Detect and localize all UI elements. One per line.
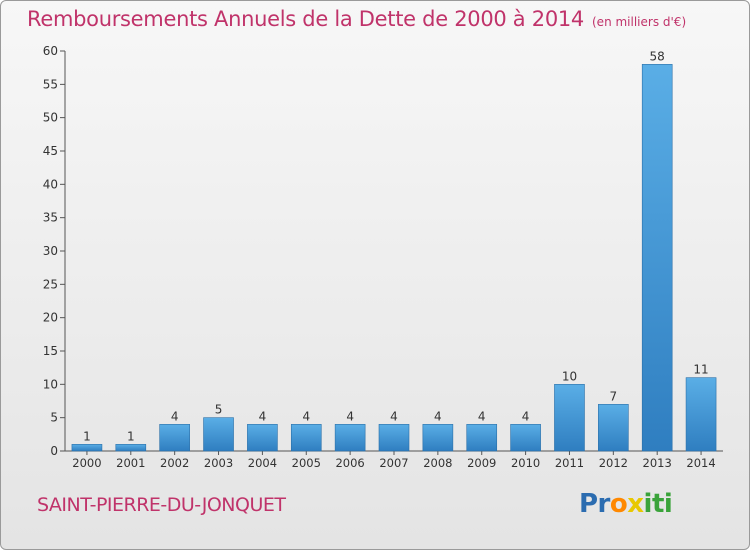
y-tick-label: 35 bbox=[43, 211, 58, 225]
data-label-2000: 1 bbox=[83, 429, 91, 443]
data-label-2006: 4 bbox=[346, 409, 354, 423]
bar-2012 bbox=[598, 404, 629, 452]
chart-unit: (en milliers d'€) bbox=[592, 15, 687, 29]
y-tick-label: 50 bbox=[43, 111, 58, 125]
x-tick-label-2005: 2005 bbox=[292, 456, 321, 470]
x-tick-label-2004: 2004 bbox=[248, 456, 277, 470]
bar-2004 bbox=[247, 424, 278, 452]
bar-2003 bbox=[203, 417, 234, 452]
bar-2005 bbox=[290, 424, 322, 452]
data-label-2001: 1 bbox=[127, 429, 135, 443]
y-tick-label: 25 bbox=[43, 277, 58, 291]
bar-2000 bbox=[71, 444, 103, 452]
x-tick-label-2000: 2000 bbox=[72, 456, 101, 470]
data-label-2010: 4 bbox=[522, 409, 530, 423]
x-tick-label-2014: 2014 bbox=[686, 456, 715, 470]
x-tick-label-2001: 2001 bbox=[116, 456, 145, 470]
x-tick-label-2008: 2008 bbox=[423, 456, 452, 470]
data-label-2004: 4 bbox=[259, 409, 267, 423]
data-label-2014: 11 bbox=[693, 363, 708, 377]
bar-2014 bbox=[685, 377, 717, 452]
y-tick-label: 45 bbox=[43, 144, 58, 158]
data-label-2012: 7 bbox=[610, 389, 618, 403]
bar-2001 bbox=[115, 444, 147, 452]
x-tick-label-2003: 2003 bbox=[204, 456, 233, 470]
x-tick-label-2007: 2007 bbox=[379, 456, 408, 470]
data-label-2003: 5 bbox=[215, 403, 223, 417]
y-tick-label: 30 bbox=[43, 244, 58, 258]
bar-2006 bbox=[334, 424, 366, 452]
y-tick-label: 40 bbox=[43, 177, 58, 191]
y-tick-label: 60 bbox=[43, 44, 58, 58]
y-tick-label: 5 bbox=[50, 411, 58, 425]
bar-2009 bbox=[466, 424, 498, 452]
commune-name: SAINT-PIERRE-DU-JONQUET bbox=[37, 494, 286, 516]
bar-2011 bbox=[554, 384, 585, 452]
x-tick-label-2002: 2002 bbox=[160, 456, 189, 470]
bar-2008 bbox=[422, 424, 454, 452]
chart-title: Remboursements Annuels de la Dette de 20… bbox=[27, 7, 686, 31]
data-label-2002: 4 bbox=[171, 409, 179, 423]
y-tick-label: 0 bbox=[50, 444, 58, 458]
chart-title-text: Remboursements Annuels de la Dette de 20… bbox=[27, 7, 584, 31]
data-label-2008: 4 bbox=[434, 409, 442, 423]
x-tick-label-2013: 2013 bbox=[643, 456, 672, 470]
x-tick-label-2011: 2011 bbox=[555, 456, 584, 470]
data-label-2013: 58 bbox=[650, 49, 665, 63]
data-label-2007: 4 bbox=[390, 409, 398, 423]
x-tick-label-2010: 2010 bbox=[511, 456, 540, 470]
bar-2007 bbox=[378, 424, 410, 452]
y-tick-label: 55 bbox=[43, 77, 58, 91]
bar-2002 bbox=[159, 424, 190, 452]
data-label-2005: 4 bbox=[302, 409, 310, 423]
x-tick-label-2012: 2012 bbox=[599, 456, 628, 470]
bar-2010 bbox=[510, 424, 541, 452]
y-tick-label: 15 bbox=[43, 344, 58, 358]
x-tick-label-2006: 2006 bbox=[335, 456, 364, 470]
data-label-2009: 4 bbox=[478, 409, 486, 423]
x-tick-label-2009: 2009 bbox=[467, 456, 496, 470]
data-label-2011: 10 bbox=[562, 369, 577, 383]
proxiti-logo: Proxiti bbox=[579, 489, 673, 519]
bar-2013 bbox=[641, 64, 673, 452]
y-tick-label: 20 bbox=[43, 311, 58, 325]
y-tick-label: 10 bbox=[43, 377, 58, 391]
